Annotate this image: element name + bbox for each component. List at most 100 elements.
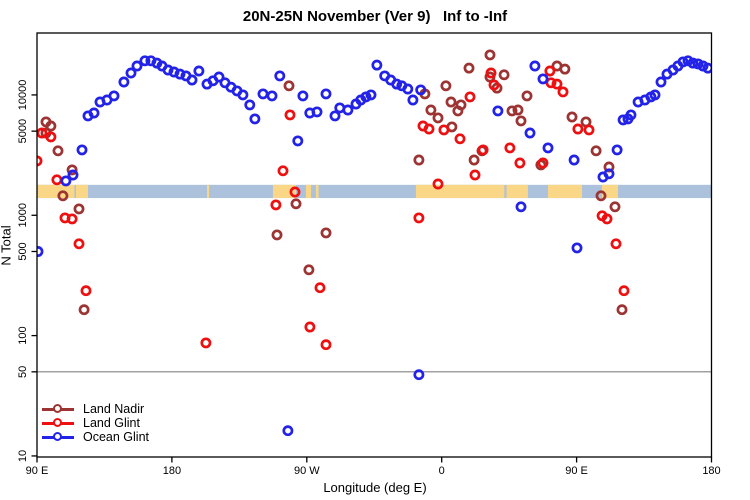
data-point — [131, 60, 143, 72]
series-land-glint — [37, 65, 630, 351]
map-band-land — [415, 184, 505, 199]
data-point — [432, 178, 444, 190]
data-point — [193, 65, 205, 77]
data-point — [425, 104, 437, 116]
data-point — [677, 56, 689, 68]
series-land-nadir — [40, 49, 628, 316]
data-point — [37, 246, 44, 257]
data-point — [590, 145, 602, 157]
data-point — [463, 62, 475, 74]
data-point — [432, 112, 444, 124]
x-tick-label: 90 E — [26, 465, 49, 477]
data-point — [266, 90, 278, 102]
series-ocean-glint — [37, 55, 712, 437]
data-point — [297, 90, 309, 102]
data-point — [468, 154, 480, 166]
land-nadir-marker-icon — [42, 404, 74, 414]
data-point — [537, 73, 549, 85]
data-point — [545, 77, 557, 89]
y-tick-label: 100 — [17, 326, 29, 344]
legend-item-land-glint: Land Glint — [42, 416, 149, 430]
data-point — [274, 70, 286, 82]
data-point — [73, 238, 85, 250]
data-point — [542, 142, 554, 154]
data-point — [610, 238, 622, 250]
data-point — [572, 123, 584, 135]
x-tick-label: 90 E — [565, 465, 588, 477]
data-point — [282, 425, 294, 437]
data-point — [277, 165, 289, 177]
data-point — [702, 62, 712, 74]
data-point — [521, 90, 533, 102]
data-point — [304, 321, 316, 333]
data-point — [611, 144, 623, 156]
y-tick-label: 500 — [17, 242, 29, 260]
data-point — [174, 68, 186, 80]
legend-item-ocean-glint: Ocean Glint — [42, 430, 149, 444]
map-band-land — [272, 184, 297, 199]
data-point — [45, 120, 57, 132]
data-point — [557, 86, 569, 98]
data-point — [603, 161, 615, 173]
data-point — [454, 133, 466, 145]
data-point — [618, 285, 630, 297]
data-point — [571, 242, 583, 254]
map-band-land — [305, 184, 311, 199]
data-point — [529, 60, 541, 72]
data-point — [566, 111, 578, 123]
data-point — [438, 124, 450, 136]
data-point — [514, 157, 526, 169]
data-point — [484, 49, 496, 61]
x-tick-label: 180 — [163, 465, 181, 477]
data-point — [125, 67, 137, 79]
data-point — [237, 89, 249, 101]
x-tick-label: 0 — [439, 465, 445, 477]
data-point — [37, 127, 48, 139]
data-point — [78, 304, 90, 316]
data-point — [342, 104, 354, 116]
data-point — [464, 91, 476, 103]
data-point — [303, 264, 315, 276]
data-point — [257, 88, 269, 100]
data-point — [407, 94, 419, 106]
data-point — [524, 127, 536, 139]
data-point — [455, 99, 467, 111]
data-point — [583, 124, 595, 136]
data-point — [616, 304, 628, 316]
ocean-glint-marker-icon — [42, 432, 74, 442]
legend-label: Land Glint — [83, 416, 140, 430]
data-point — [200, 337, 212, 349]
data-point — [365, 89, 377, 101]
data-point — [413, 154, 425, 166]
data-point — [311, 106, 323, 118]
chart-title: 20N-25N November (Ver 9) Inf to -Inf — [242, 8, 508, 25]
data-point — [290, 198, 302, 210]
legend-label: Ocean Glint — [83, 430, 150, 444]
map-band-ocean — [37, 184, 712, 199]
y-tick-label: 5000 — [17, 119, 29, 143]
data-point — [687, 57, 699, 69]
data-point — [655, 76, 667, 88]
data-point — [271, 229, 283, 241]
data-point — [139, 55, 151, 67]
data-point — [504, 142, 516, 154]
data-point — [213, 71, 225, 83]
data-point — [402, 83, 414, 95]
data-point — [45, 131, 57, 143]
data-point — [360, 91, 372, 103]
data-point — [506, 105, 518, 117]
data-point — [283, 80, 295, 92]
data-point — [66, 213, 78, 225]
y-tick-label: 10000 — [17, 80, 29, 111]
plot-frame — [36, 32, 713, 458]
data-point — [512, 104, 524, 116]
data-point — [515, 201, 527, 213]
data-point — [391, 78, 403, 90]
data-point — [320, 339, 332, 351]
plot-area — [37, 49, 712, 437]
x-tick-label: 90 W — [294, 465, 320, 477]
x-tick-label: 180 — [702, 465, 720, 477]
data-point — [537, 157, 549, 169]
data-point — [80, 285, 92, 297]
data-point — [544, 65, 556, 77]
